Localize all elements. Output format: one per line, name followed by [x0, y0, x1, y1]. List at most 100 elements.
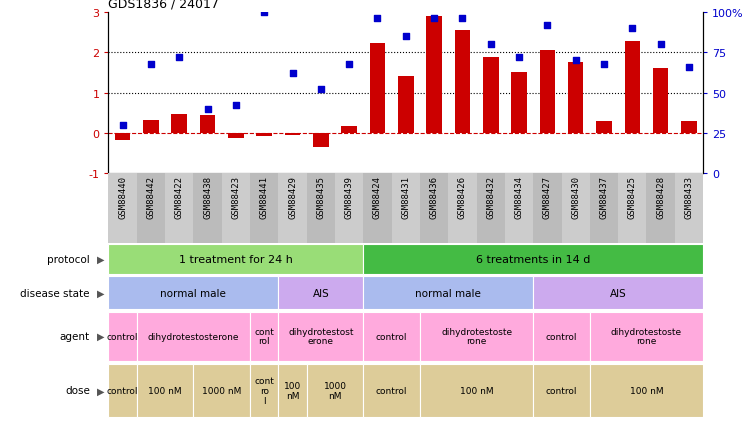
Text: GSM88424: GSM88424 — [373, 176, 382, 219]
Bar — [625, 42, 640, 134]
Bar — [228, 134, 244, 138]
Point — [542, 23, 554, 30]
Bar — [285, 134, 300, 135]
Text: GSM88435: GSM88435 — [316, 176, 325, 219]
Point — [456, 16, 468, 23]
Text: dihydrotestoste
rone: dihydrotestoste rone — [611, 327, 682, 345]
Point — [513, 55, 525, 62]
Bar — [448, 174, 476, 243]
Text: agent: agent — [60, 332, 90, 341]
Text: ▶: ▶ — [97, 332, 105, 341]
Point — [399, 33, 411, 40]
Text: AIS: AIS — [313, 288, 329, 298]
Bar — [278, 174, 307, 243]
Point — [372, 16, 384, 23]
Point — [343, 61, 355, 68]
Bar — [364, 276, 533, 309]
Bar — [108, 276, 278, 309]
Bar — [313, 134, 328, 148]
Text: GSM88441: GSM88441 — [260, 176, 269, 219]
Bar — [533, 174, 562, 243]
Text: 100 nM: 100 nM — [460, 386, 494, 395]
Bar — [476, 174, 505, 243]
Point — [117, 122, 129, 129]
Bar — [533, 276, 703, 309]
Text: ▶: ▶ — [97, 386, 105, 395]
Bar — [335, 174, 364, 243]
Bar — [137, 174, 165, 243]
Point — [428, 16, 440, 23]
Text: dihydrotestost
erone: dihydrotestost erone — [288, 327, 354, 345]
Text: GSM88438: GSM88438 — [203, 176, 212, 219]
Bar — [455, 31, 470, 134]
Point — [485, 42, 497, 49]
Text: GDS1836 / 24017: GDS1836 / 24017 — [108, 0, 219, 11]
Bar — [590, 312, 703, 361]
Bar — [165, 174, 194, 243]
Text: 100
nM: 100 nM — [284, 381, 301, 400]
Bar — [392, 174, 420, 243]
Bar — [194, 174, 221, 243]
Bar — [250, 174, 278, 243]
Point — [598, 61, 610, 68]
Bar — [533, 312, 590, 361]
Bar — [646, 174, 675, 243]
Text: 6 treatments in 14 d: 6 treatments in 14 d — [476, 254, 590, 264]
Bar — [221, 174, 250, 243]
Bar — [505, 174, 533, 243]
Text: GSM88432: GSM88432 — [486, 176, 495, 219]
Bar — [341, 126, 357, 134]
Text: GSM88436: GSM88436 — [429, 176, 438, 219]
Bar — [108, 244, 364, 275]
Bar — [171, 115, 187, 134]
Text: AIS: AIS — [610, 288, 627, 298]
Point — [174, 55, 186, 62]
Bar — [590, 174, 618, 243]
Bar — [596, 122, 612, 134]
Text: GSM88434: GSM88434 — [515, 176, 524, 219]
Text: GSM88440: GSM88440 — [118, 176, 127, 219]
Bar — [364, 312, 420, 361]
Text: GSM88439: GSM88439 — [345, 176, 354, 219]
Text: dihydrotestoste
rone: dihydrotestoste rone — [441, 327, 512, 345]
Text: protocol: protocol — [47, 254, 90, 264]
Bar — [512, 72, 527, 134]
Point — [286, 71, 298, 78]
Point — [258, 10, 270, 16]
Text: dose: dose — [65, 386, 90, 395]
Point — [626, 26, 638, 33]
Bar — [307, 174, 335, 243]
Text: GSM88429: GSM88429 — [288, 176, 297, 219]
Text: control: control — [546, 332, 577, 341]
Text: GSM88426: GSM88426 — [458, 176, 467, 219]
Text: ▶: ▶ — [97, 288, 105, 298]
Bar — [278, 312, 364, 361]
Text: 1000
nM: 1000 nM — [323, 381, 346, 400]
Text: dihydrotestosterone: dihydrotestosterone — [147, 332, 239, 341]
Bar — [420, 174, 448, 243]
Text: normal male: normal male — [161, 288, 227, 298]
Text: control: control — [376, 386, 408, 395]
Text: normal male: normal male — [415, 288, 481, 298]
Text: GSM88437: GSM88437 — [599, 176, 609, 219]
Text: 1 treatment for 24 h: 1 treatment for 24 h — [179, 254, 292, 264]
Bar — [539, 51, 555, 134]
Bar — [257, 134, 272, 137]
Bar — [278, 364, 307, 417]
Bar — [108, 174, 137, 243]
Bar — [533, 364, 590, 417]
Bar — [562, 174, 590, 243]
Bar — [278, 276, 364, 309]
Bar — [307, 364, 364, 417]
Text: 1000 nM: 1000 nM — [202, 386, 242, 395]
Bar — [108, 364, 137, 417]
Text: GSM88428: GSM88428 — [656, 176, 665, 219]
Bar — [364, 244, 703, 275]
Bar — [675, 174, 703, 243]
Text: control: control — [546, 386, 577, 395]
Point — [201, 106, 214, 113]
Text: control: control — [107, 386, 138, 395]
Text: GSM88423: GSM88423 — [231, 176, 240, 219]
Text: GSM88427: GSM88427 — [543, 176, 552, 219]
Text: 100 nM: 100 nM — [148, 386, 182, 395]
